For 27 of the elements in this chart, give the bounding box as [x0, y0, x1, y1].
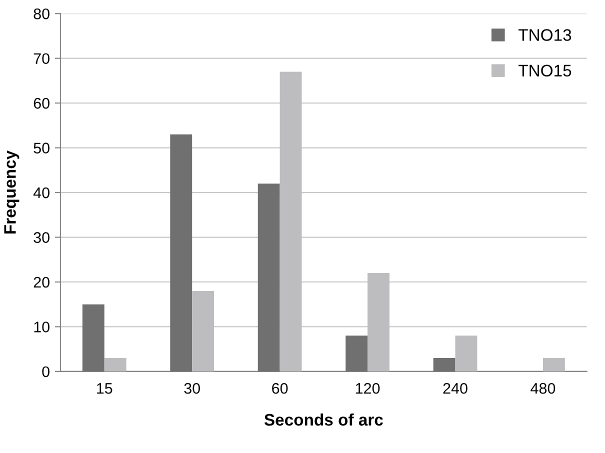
y-tick-label: 20 [34, 276, 50, 288]
x-tick-label: 15 [97, 383, 112, 394]
y-tick-label: 40 [33, 187, 50, 198]
legend-label: TNO15 [518, 64, 572, 77]
bar [542, 358, 565, 372]
y-tick-label: 70 [34, 53, 50, 64]
x-tick-label: 30 [184, 382, 200, 394]
bar [346, 336, 368, 372]
y-tick-label: 50 [34, 142, 50, 154]
bar [455, 336, 478, 372]
x-tick-label: 120 [356, 382, 380, 394]
x-tick-label: 60 [272, 382, 288, 394]
bar [170, 134, 192, 372]
y-axis-title: Frequency [4, 150, 20, 234]
bar [433, 358, 456, 372]
y-tick-label: 80 [34, 8, 50, 20]
bar [258, 184, 280, 372]
y-tick-label: 10 [34, 322, 50, 332]
x-tick-label: 480 [530, 382, 556, 394]
y-tick-label: 30 [34, 232, 50, 243]
x-tick-label: 240 [443, 382, 468, 394]
bar [104, 358, 126, 372]
y-tick-label: 60 [34, 98, 50, 109]
x-axis-title: Seconds of arc [264, 413, 383, 426]
bar [82, 304, 104, 372]
legend-label: TNO13 [518, 29, 572, 41]
y-tick-label: 0 [42, 366, 50, 378]
